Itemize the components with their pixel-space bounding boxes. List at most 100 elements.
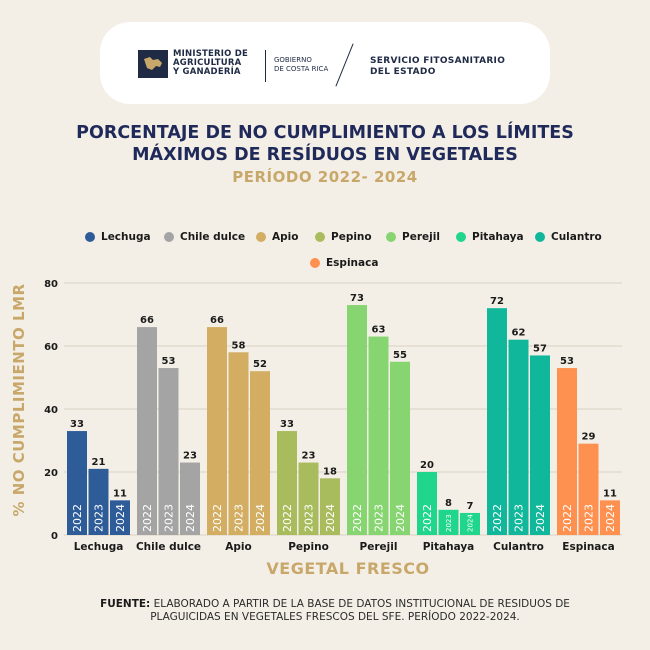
government-name: GOBIERNO DE COSTA RICA: [274, 56, 328, 74]
source-label: FUENTE:: [100, 598, 151, 610]
data-label: 21: [92, 457, 106, 468]
legend-label: Pitahaya: [472, 231, 524, 243]
bar: [578, 443, 599, 535]
service-line-2: DEL ESTADO: [370, 67, 436, 77]
legend-item-culantro: Culantro: [535, 231, 602, 243]
data-label: 29: [582, 432, 596, 443]
data-label: 11: [603, 488, 617, 499]
data-label: 33: [70, 419, 84, 430]
bar-year-label: 2022: [141, 504, 154, 532]
bar: [137, 327, 157, 535]
bar-year-label: 2022: [421, 504, 434, 532]
data-label: 52: [253, 359, 267, 370]
bar-year-label: 2023: [302, 504, 315, 532]
government-line-2: DE COSTA RICA: [274, 65, 329, 73]
y-axis-title: % NO CUMPLIMIENTO LMR: [10, 283, 28, 516]
data-label: 63: [372, 325, 386, 336]
bar-year-label: 2023: [372, 504, 385, 532]
bar-year-label: 2022: [71, 504, 84, 532]
x-tick-label: Perejil: [360, 541, 398, 553]
data-label: 33: [280, 419, 294, 430]
x-tick-label: Culantro: [493, 541, 544, 553]
chart-period: PERÍODO 2022- 2024: [232, 168, 418, 186]
legend-item-chile-dulce: Chile dulce: [164, 231, 245, 243]
bar: [508, 339, 529, 535]
bar-year-label: 2023: [162, 504, 175, 532]
bar-year-label: 2023: [92, 504, 105, 532]
bar-year-label: 2022: [281, 504, 294, 532]
bar-year-label: 2024: [467, 514, 475, 532]
bar-year-label: 2024: [394, 504, 407, 532]
legend-swatch: [386, 232, 396, 242]
source-note: FUENTE: ELABORADO A PARTIR DE LA BASE DE…: [90, 598, 580, 624]
legend-swatch: [85, 232, 95, 242]
data-label: 7: [467, 501, 474, 512]
legend-item-perejil: Perejil: [386, 231, 440, 243]
legend-label: Espinaca: [326, 257, 379, 269]
chart-title-line-2: MÁXIMOS DE RESÍDUOS EN VEGETALES: [132, 145, 518, 165]
bar: [347, 305, 367, 535]
bar-year-label: 2022: [561, 504, 574, 532]
y-tick-label: 20: [44, 468, 58, 479]
bar-year-label: 2022: [491, 504, 504, 532]
bar: [368, 336, 389, 535]
data-label: 58: [232, 340, 246, 351]
x-tick-label: Pitahaya: [423, 541, 475, 553]
bar: [460, 512, 480, 535]
data-label: 23: [183, 451, 197, 462]
data-label: 66: [210, 315, 224, 326]
legend-swatch: [310, 258, 320, 268]
legend-swatch: [256, 232, 266, 242]
data-label: 53: [162, 356, 176, 367]
legend-label: Apio: [272, 231, 299, 243]
government-line-1: GOBIERNO: [274, 56, 312, 64]
legend-label: Perejil: [402, 231, 440, 243]
bar: [417, 472, 437, 535]
bar: [390, 361, 410, 535]
data-label: 20: [420, 460, 434, 471]
y-tick-label: 40: [44, 405, 58, 416]
bar: [67, 431, 87, 535]
bar: [438, 509, 459, 535]
bar: [180, 462, 200, 535]
legend-swatch: [164, 232, 174, 242]
data-label: 66: [140, 315, 154, 326]
x-axis-title: VEGETAL FRESCO: [266, 559, 429, 578]
ministry-logo-icon: [138, 50, 168, 78]
bar: [228, 352, 249, 535]
bar: [110, 500, 130, 535]
x-tick-label: Chile dulce: [136, 541, 201, 553]
y-tick-label: 80: [44, 279, 58, 290]
legend-swatch: [456, 232, 466, 242]
x-tick-label: Pepino: [288, 541, 329, 553]
bar: [298, 462, 319, 535]
data-label: 72: [490, 296, 504, 307]
ministry-name: MINISTERIO DE AGRICULTURA Y GANADERÍA: [173, 50, 248, 77]
data-label: 23: [302, 451, 316, 462]
bar-year-label: 2024: [604, 504, 617, 532]
chart-title-line-1: PORCENTAJE DE NO CUMPLIMIENTO A LOS LÍMI…: [76, 123, 574, 143]
bar: [487, 308, 507, 535]
bar-year-label: 2024: [254, 504, 267, 532]
legend-label: Culantro: [551, 231, 602, 243]
bar-year-label: 2023: [232, 504, 245, 532]
bar: [320, 478, 340, 535]
bar-year-label: 2022: [351, 504, 364, 532]
legend-label: Lechuga: [101, 231, 151, 243]
source-text: ELABORADO A PARTIR DE LA BASE DE DATOS I…: [150, 598, 570, 623]
bar-year-label: 2024: [114, 504, 127, 532]
bar: [158, 368, 179, 535]
y-tick-label: 60: [44, 342, 58, 353]
bar: [207, 327, 227, 535]
service-name: SERVICIO FITOSANITARIO DEL ESTADO: [370, 56, 505, 78]
service-line-1: SERVICIO FITOSANITARIO: [370, 56, 506, 66]
bar-year-label: 2024: [534, 504, 547, 532]
legend-item-espinaca: Espinaca: [310, 257, 378, 269]
bar: [88, 468, 109, 535]
ministry-line-2: AGRICULTURA: [173, 58, 242, 68]
bar: [530, 355, 550, 535]
x-tick-label: Espinaca: [562, 541, 614, 553]
data-label: 55: [393, 350, 407, 361]
data-label: 62: [512, 328, 526, 339]
